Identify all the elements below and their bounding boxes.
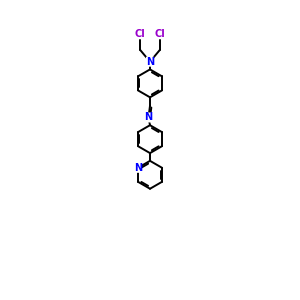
Text: N: N	[134, 163, 142, 173]
Text: N: N	[146, 57, 154, 67]
Text: N: N	[144, 112, 152, 122]
Text: Cl: Cl	[135, 29, 146, 39]
Text: Cl: Cl	[154, 29, 165, 39]
